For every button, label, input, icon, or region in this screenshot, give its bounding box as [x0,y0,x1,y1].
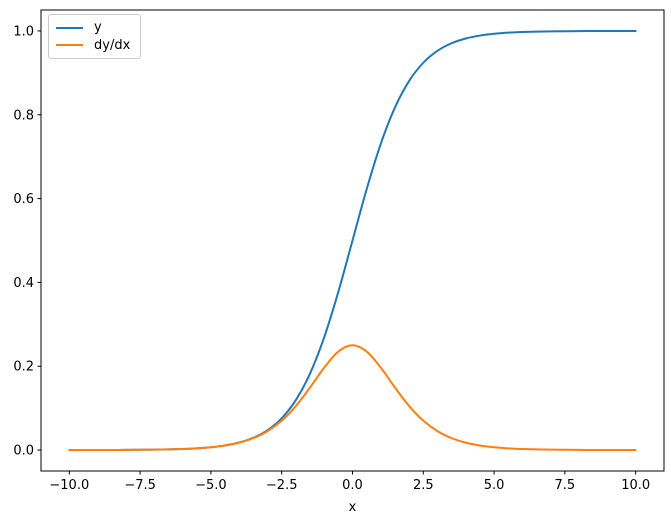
y-tick-label: 0.6 [13,192,34,207]
x-tick-label: 5.0 [484,478,505,493]
x-tick-label: −7.5 [124,478,156,493]
x-axis-label: x [348,500,357,515]
y-tick-label: 1.0 [13,24,34,39]
y-tick-label: 0.4 [13,276,34,291]
legend-label-dydx: dy/dx [94,37,131,53]
x-tick-label: −5.0 [195,478,227,493]
legend-line-swatch-dydx [56,44,83,47]
series-y-line [68,29,637,452]
legend-item-y: y [56,19,133,36]
y-tick-label: 0.0 [13,444,34,459]
series-dydx-line [68,344,637,452]
x-tick-label: 10.0 [621,478,650,493]
x-tick-label: −10.0 [49,478,89,493]
legend-item-dydx: dy/dx [56,37,133,54]
y-tick-label: 0.8 [13,108,34,123]
legend-line-swatch-y [56,26,83,29]
legend-label-y: y [94,20,102,36]
x-tick-label: −2.5 [266,478,298,493]
x-tick-label: 2.5 [413,478,434,493]
x-tick-label: 0.0 [342,478,363,493]
x-tick-label: 7.5 [555,478,576,493]
y-tick-label: 0.2 [13,360,34,375]
legend: y dy/dx [48,14,141,59]
